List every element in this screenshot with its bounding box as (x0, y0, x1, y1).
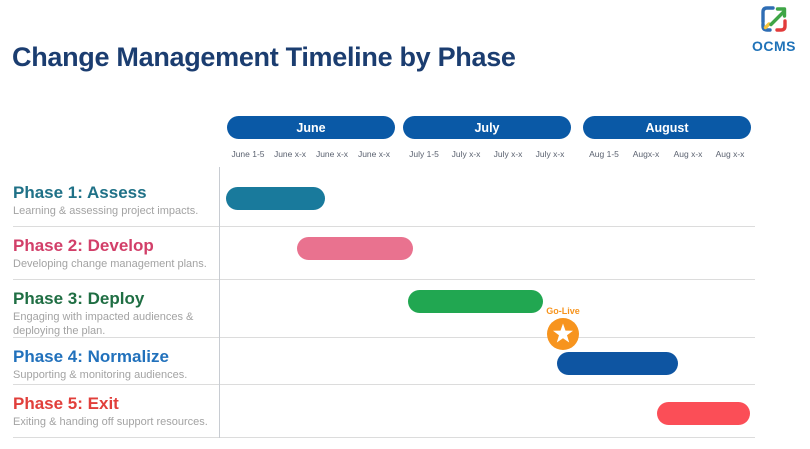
month-pill-august: August (583, 116, 751, 139)
week-labels-august: Aug 1-5 Augx-x Aug x-x Aug x-x (583, 149, 751, 163)
ocms-logo: OCMS (748, 3, 800, 54)
phase-title: Phase 5: Exit (13, 394, 119, 413)
week-label: Aug x-x (715, 149, 745, 159)
week-label: June 1-5 (231, 149, 265, 159)
gantt-row-phase-1: Phase 1: Assess Learning & assessing pro… (13, 167, 755, 227)
ocms-logo-text: OCMS (752, 38, 796, 54)
phase-desc-line-2: deploying the plan. (13, 324, 106, 337)
page-title: Change Management Timeline by Phase (12, 42, 516, 72)
phase-desc: Developing change management plans. (13, 258, 207, 270)
week-label: Aug x-x (673, 149, 703, 159)
phase-title: Phase 2: Develop (13, 236, 154, 255)
gantt-bar-phase-2-develop (297, 237, 413, 260)
go-live-milestone: Go-Live (538, 306, 588, 351)
phase-title: Phase 3: Deploy (13, 289, 145, 308)
week-label: Aug 1-5 (589, 149, 619, 159)
gantt-row-phase-4: Phase 4: Normalize Supporting & monitori… (13, 338, 755, 385)
phase-desc: Exiting & handing off support resources. (13, 416, 208, 428)
ocms-logo-icon (761, 6, 787, 32)
go-live-label: Go-Live (546, 306, 580, 316)
gantt-bar-phase-4-normalize (557, 352, 678, 375)
gantt-bar-phase-1-assess (226, 187, 325, 210)
phase-desc: Engaging with impacted audiences & (13, 311, 194, 323)
gantt-row-phase-2: Phase 2: Develop Developing change manag… (13, 227, 755, 280)
phase-label-1: Phase 1: Assess Learning & assessing pro… (13, 167, 243, 219)
gantt-grid: Phase 1: Assess Learning & assessing pro… (13, 167, 755, 438)
gantt-row-phase-5: Phase 5: Exit Exiting & handing off supp… (13, 385, 755, 438)
phase-desc: Supporting & monitoring audiences. (13, 369, 188, 381)
gantt-row-phase-3: Phase 3: Deploy Engaging with impacted a… (13, 280, 755, 338)
phase-label-3: Phase 3: Deploy Engaging with impacted a… (13, 280, 243, 339)
week-label: June x-x (357, 149, 391, 159)
month-pill-june: June (227, 116, 395, 139)
phase-title: Phase 4: Normalize (13, 347, 169, 366)
week-labels-july: July 1-5 July x-x July x-x July x-x (403, 149, 571, 163)
month-pill-july: July (403, 116, 571, 139)
phase-label-5: Phase 5: Exit Exiting & handing off supp… (13, 385, 243, 430)
week-label: July x-x (451, 149, 481, 159)
go-live-star-icon (547, 318, 579, 350)
week-label: July 1-5 (409, 149, 439, 159)
phase-desc: Learning & assessing project impacts. (13, 205, 199, 217)
week-label: June x-x (273, 149, 307, 159)
week-label: July x-x (493, 149, 523, 159)
phase-label-4: Phase 4: Normalize Supporting & monitori… (13, 338, 243, 383)
phase-label-2: Phase 2: Develop Developing change manag… (13, 227, 243, 272)
gantt-bar-phase-3-deploy (408, 290, 543, 313)
week-labels-june: June 1-5 June x-x June x-x June x-x (227, 149, 395, 163)
week-label: Augx-x (632, 149, 660, 159)
week-label: July x-x (535, 149, 565, 159)
gantt-bar-phase-5-exit (657, 402, 750, 425)
week-label: June x-x (315, 149, 349, 159)
timeline-axis-line (219, 167, 220, 438)
phase-title: Phase 1: Assess (13, 183, 147, 202)
